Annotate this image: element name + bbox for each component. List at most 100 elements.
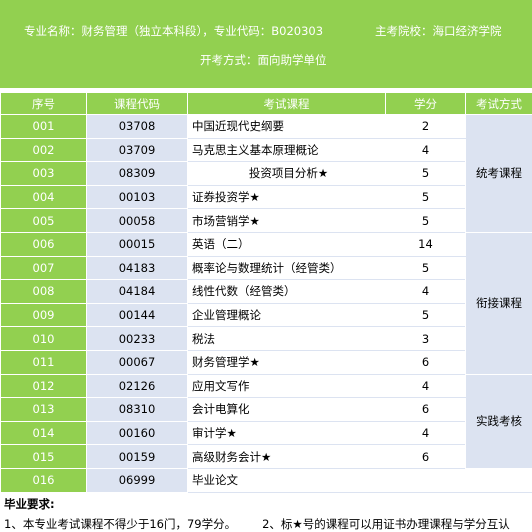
column-header: 考试课程 [187, 92, 386, 115]
credit-cell: 5 [385, 184, 466, 210]
credit-cell: 4 [385, 420, 466, 446]
table-row: 002 03709 马克思主义基本原理概论 4 [0, 137, 532, 163]
header: 专业名称：财务管理（独立本科段），专业代码：B020303 主考院校：海口经济学… [0, 0, 532, 88]
no-cell: 006 [0, 231, 87, 257]
code-cell: 04183 [86, 255, 188, 281]
code-cell: 03709 [86, 137, 188, 163]
credit-cell: 5 [385, 255, 466, 281]
course-cell: 线性代数（经管类） [187, 279, 386, 304]
code-cell: 00233 [86, 326, 188, 351]
no-cell: 009 [0, 302, 87, 328]
course-cell: 应用文写作 [187, 373, 386, 399]
course-cell: 财务管理学★ [187, 349, 386, 375]
no-cell: 004 [0, 184, 87, 210]
column-header: 学分 [385, 92, 466, 115]
column-header: 课程代码 [86, 92, 188, 115]
code-cell: 00058 [86, 208, 188, 233]
course-cell: 投资项目分析★ [187, 161, 386, 186]
no-cell: 003 [0, 161, 87, 186]
course-cell: 中国近现代史纲要 [187, 114, 386, 139]
no-cell: 014 [0, 420, 87, 446]
footer: 毕业要求: 1、本专业考试课程不得少于16门，79学分。 2、标★号的课程可以用证… [0, 493, 532, 532]
table-row: 014 00160 审计学★ 4 [0, 420, 532, 446]
column-header: 考试方式 [465, 92, 532, 115]
credit-cell: 4 [385, 279, 466, 304]
credit-cell: 6 [385, 349, 466, 375]
code-cell: 00103 [86, 184, 188, 210]
code-cell: 00067 [86, 349, 188, 375]
course-table: 序号 课程代码 考试课程 学分 考试方式 001 03708 中国近现代史纲要 2 统考课程 00… [0, 92, 532, 493]
no-cell: 015 [0, 444, 87, 469]
method-cell: 统考课程 [465, 114, 532, 233]
header-row: 序号 课程代码 考试课程 学分 考试方式 [0, 92, 532, 115]
table-row: 004 00103 证券投资学★ 5 [0, 184, 532, 210]
table-row: 016 06999 毕业论文 [0, 467, 532, 493]
credit-cell: 5 [385, 161, 466, 186]
credit-cell [385, 467, 466, 493]
method-cell: 实践考核 [465, 373, 532, 469]
no-cell: 008 [0, 279, 87, 304]
course-cell: 毕业论文 [187, 467, 386, 493]
table-row: 011 00067 财务管理学★ 6 [0, 349, 532, 375]
code-cell: 00160 [86, 420, 188, 446]
school: 主考院校：海口经济学院 [375, 24, 502, 38]
code-cell: 00015 [86, 231, 188, 257]
table-row: 009 00144 企业管理概论 5 [0, 302, 532, 328]
footer-items: 1、本专业考试课程不得少于16门，79学分。 2、标★号的课程可以用证书办理课程与… [4, 516, 532, 532]
credit-cell: 6 [385, 397, 466, 422]
table-row: 006 00015 英语（二） 14 衔接课程 [0, 231, 532, 375]
no-cell: 005 [0, 208, 87, 233]
course-cell: 税法 [187, 326, 386, 351]
table-row: 013 08310 会计电算化 6 [0, 397, 532, 422]
code-cell: 00144 [86, 302, 188, 328]
course-cell: 审计学★ [187, 420, 386, 446]
no-cell: 016 [0, 467, 87, 493]
mode: 开考方式：面向助学单位 [200, 53, 327, 67]
course-cell: 企业管理概论 [187, 302, 386, 328]
code-cell: 00159 [86, 444, 188, 469]
course-cell: 概率论与数理统计（经管类） [187, 255, 386, 281]
footer-title: 毕业要求: [4, 496, 55, 511]
table-row: 008 04184 线性代数（经管类） 4 [0, 279, 532, 304]
method-cell: 衔接课程 [465, 231, 532, 375]
table-row: 015 00159 高级财务会计★ 6 [0, 444, 532, 469]
table-row: 010 00233 税法 3 [0, 326, 532, 351]
credit-cell: 5 [385, 208, 466, 233]
no-cell: 001 [0, 114, 87, 139]
footer-item: 2、标★号的课程可以用证书办理课程与学分互认 [262, 516, 510, 531]
course-cell: 证券投资学★ [187, 184, 386, 210]
credit-cell: 14 [385, 231, 466, 257]
credit-cell: 4 [385, 137, 466, 163]
major: 专业名称：财务管理（独立本科段），专业代码：B020303 [24, 24, 324, 38]
course-cell: 市场营销学★ [187, 208, 386, 233]
no-cell: 010 [0, 326, 87, 351]
code-cell: 06999 [86, 467, 188, 493]
no-cell: 002 [0, 137, 87, 163]
table-row: 001 03708 中国近现代史纲要 2 统考课程 [0, 114, 532, 233]
course-cell: 会计电算化 [187, 397, 386, 422]
course-cell: 高级财务会计★ [187, 444, 386, 469]
code-cell: 02126 [86, 373, 188, 399]
table-row: 007 04183 概率论与数理统计（经管类） 5 [0, 255, 532, 281]
footer-item: 1、本专业考试课程不得少于16门，79学分。 [4, 516, 237, 531]
credit-cell: 6 [385, 444, 466, 469]
column-header: 序号 [0, 92, 87, 115]
course-cell: 英语（二） [187, 231, 386, 257]
no-cell: 012 [0, 373, 87, 399]
credit-cell: 5 [385, 302, 466, 328]
table-row: 003 08309 投资项目分析★ 5 [0, 161, 532, 186]
course-cell: 马克思主义基本原理概论 [187, 137, 386, 163]
table-row: 005 00058 市场营销学★ 5 [0, 208, 532, 233]
code-cell: 08310 [86, 397, 188, 422]
code-cell: 03708 [86, 114, 188, 139]
credit-cell: 2 [385, 114, 466, 139]
no-cell: 013 [0, 397, 87, 422]
table-row: 012 02126 应用文写作 4 实践考核 [0, 373, 532, 469]
method-cell [465, 467, 532, 493]
code-cell: 08309 [86, 161, 188, 186]
no-cell: 011 [0, 349, 87, 375]
no-cell: 007 [0, 255, 87, 281]
credit-cell: 3 [385, 326, 466, 351]
code-cell: 04184 [86, 279, 188, 304]
